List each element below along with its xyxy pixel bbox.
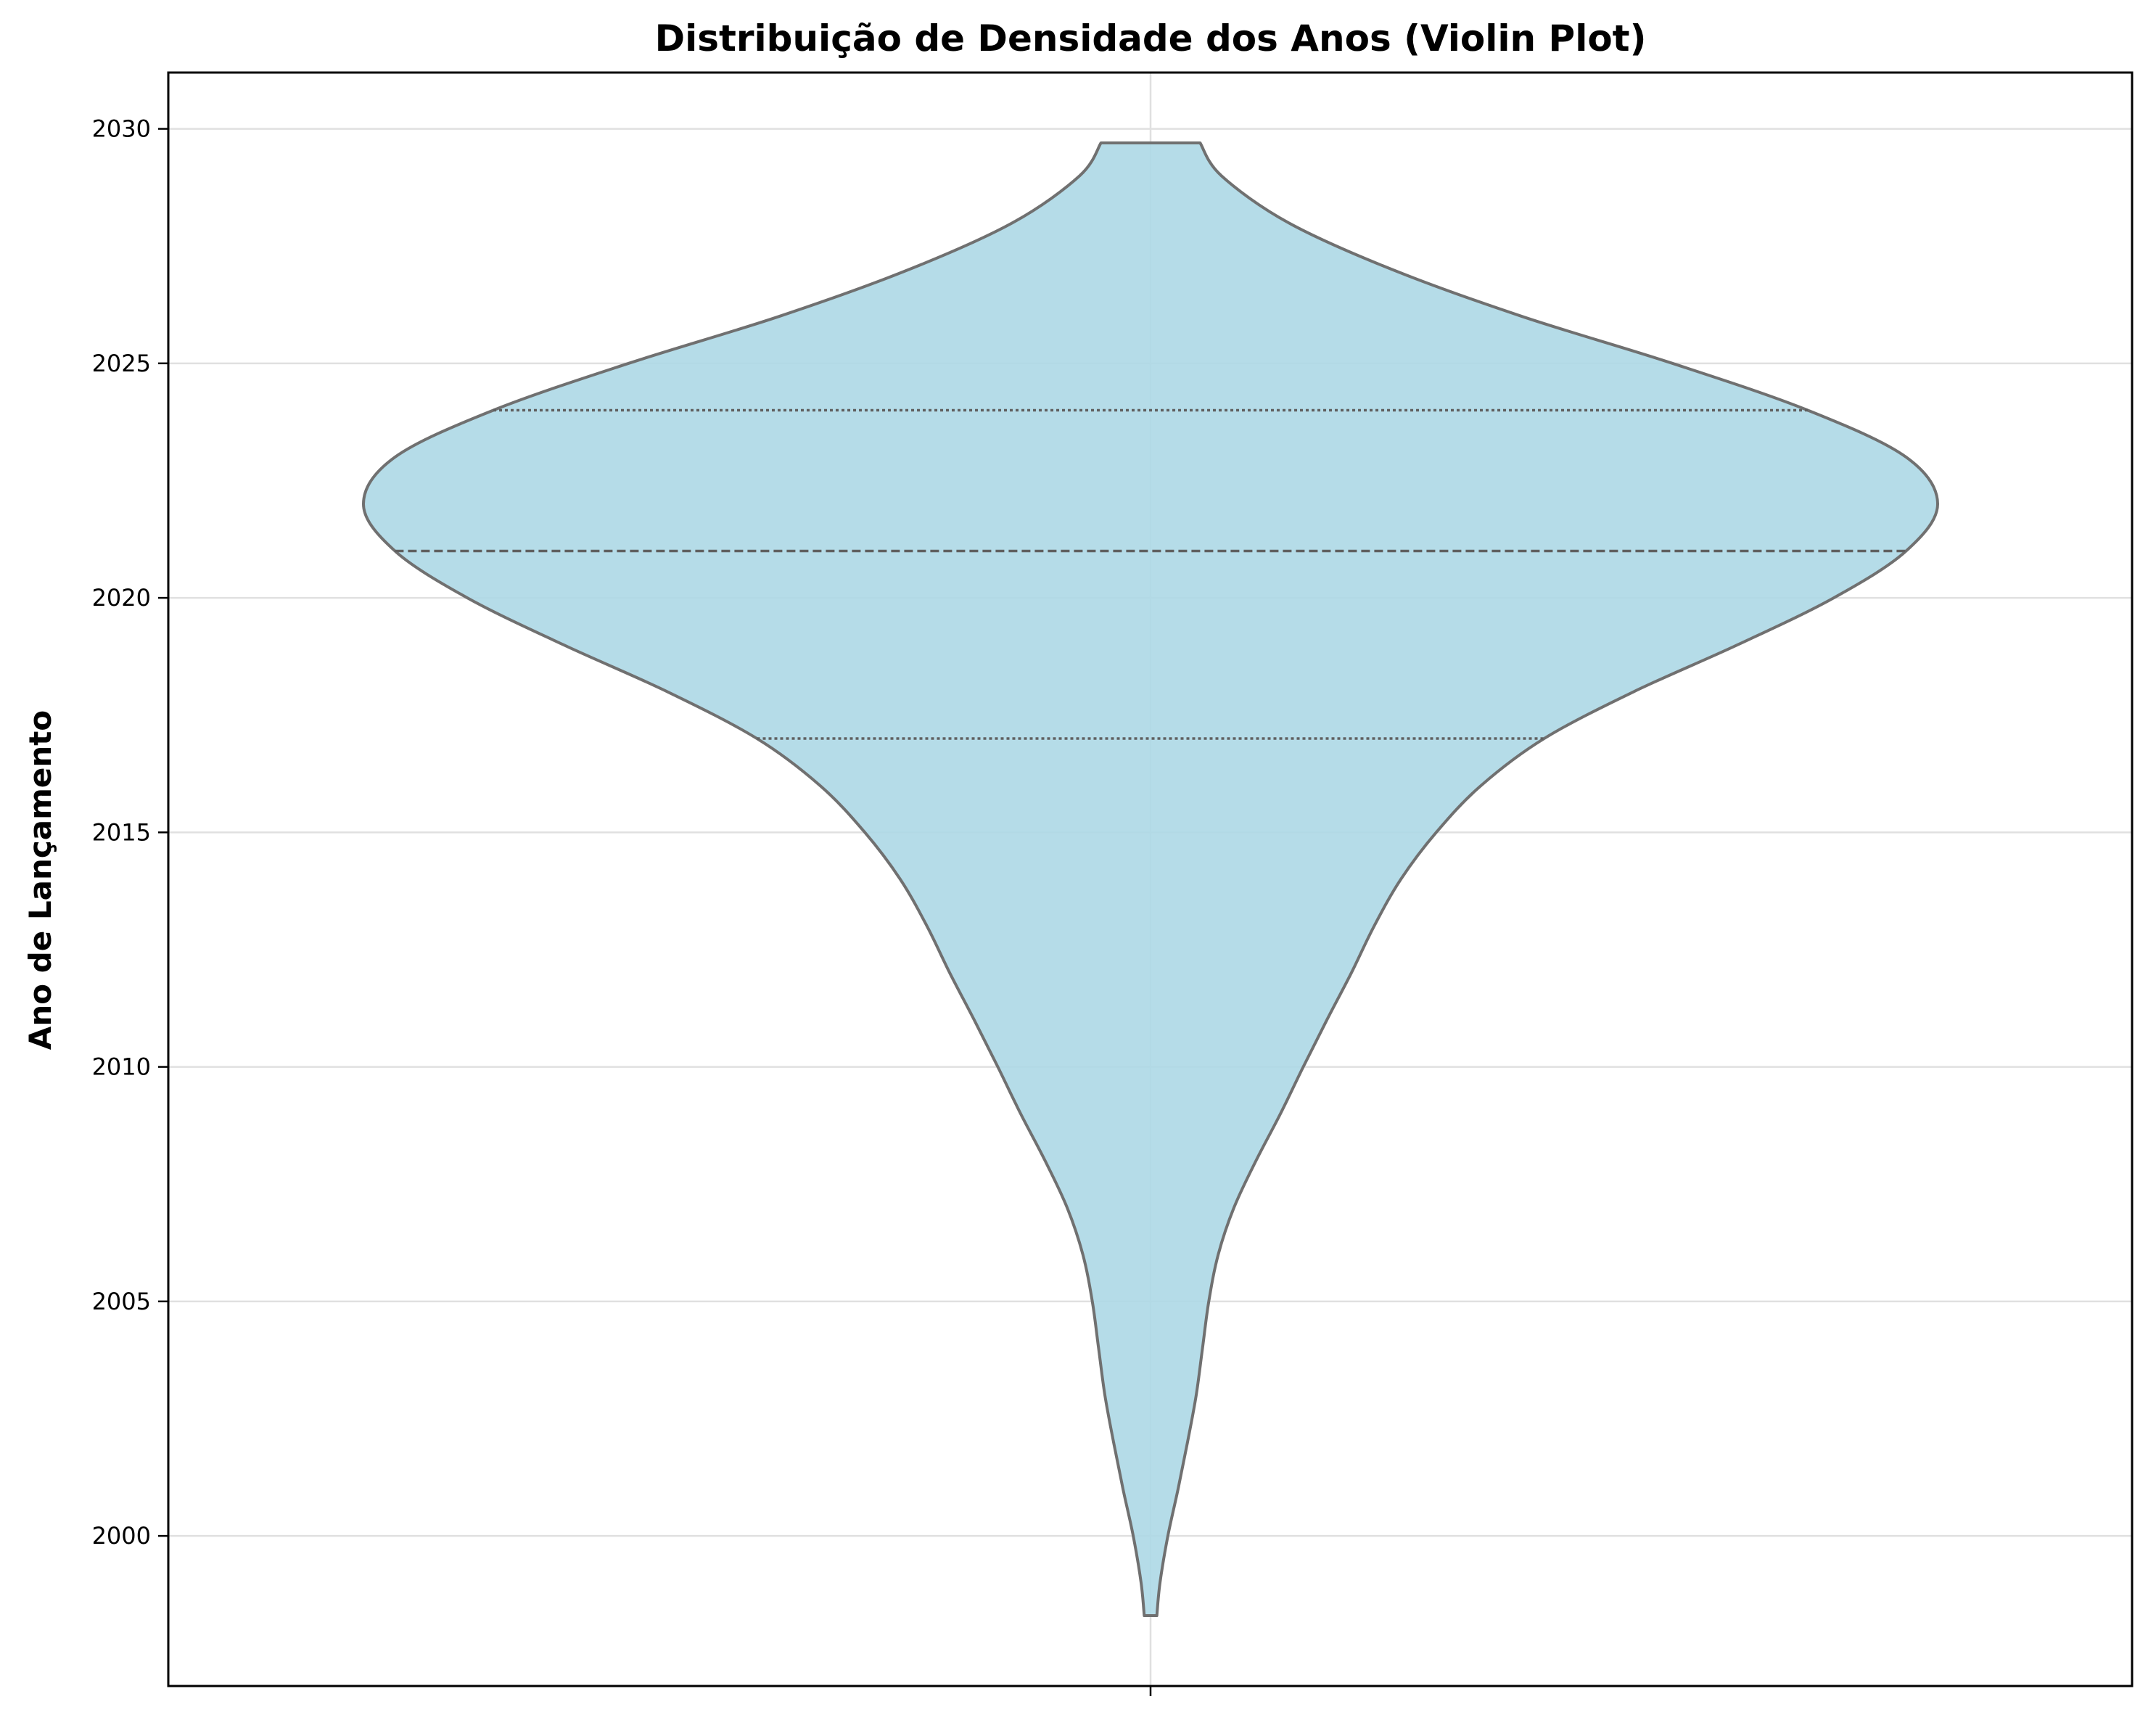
violin-layer [362,141,1939,1618]
y-axis-ticks: 2000 2005 2010 2015 2020 2025 2030 [92,115,1152,1696]
y-tick-label: 2005 [92,1288,151,1315]
y-tick-label: 2000 [92,1522,151,1550]
violin-body [362,141,1939,1618]
quartile-lines [395,408,1906,740]
y-tick-label: 2010 [92,1053,151,1081]
y-tick-label: 2030 [92,115,151,143]
y-tick-label: 2025 [92,350,151,377]
chart-title: Distribuição de Densidade dos Anos (Viol… [655,17,1647,59]
y-tick-label: 2015 [92,818,151,846]
y-tick-label: 2020 [92,584,151,612]
axes-frame [167,71,2134,1687]
y-axis-label: Ano de Lançamento [22,710,58,1050]
